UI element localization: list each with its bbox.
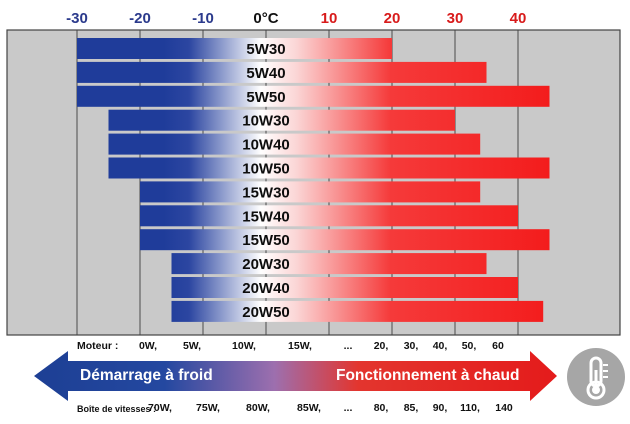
plot-border — [6, 29, 621, 336]
gearbox-viscosity-value: 80W, — [246, 402, 270, 414]
x-tick-label: 40 — [510, 10, 527, 27]
motor-label: Moteur : — [77, 340, 119, 352]
category-label-15w40: 15W40 — [242, 208, 290, 225]
category-label-5w40: 5W40 — [246, 65, 285, 82]
x-tick-label: -30 — [66, 10, 88, 27]
gearbox-viscosity-value: 75W, — [196, 402, 220, 414]
x-tick-label: 30 — [447, 10, 464, 27]
bar-5w40 — [77, 61, 487, 83]
viscosity-temperature-chart: 5W30 5W40 5W50 10W30 10W40 10W50 15W30 15W40 15W… — [6, 10, 621, 336]
bars — [77, 38, 550, 322]
thermometer-icon — [567, 348, 625, 406]
bar-10w50 — [108, 157, 550, 179]
motor-viscosity-value: 20, — [373, 340, 389, 352]
bar-15w40 — [140, 205, 518, 227]
x-tick-label: 20 — [384, 10, 401, 27]
gearbox-viscosity-value: 80, — [373, 402, 389, 414]
x-axis-ticks: -30 -20 -10 0°C 10 20 30 40 — [66, 10, 526, 27]
bar-10w30 — [108, 109, 455, 131]
category-label-15w50: 15W50 — [242, 232, 290, 249]
bar-10w40 — [108, 133, 481, 155]
category-label-10w30: 10W30 — [242, 113, 290, 130]
motor-viscosity-value: ... — [343, 340, 353, 352]
motor-viscosity-value: 10W, — [232, 340, 256, 352]
category-label-20w30: 20W30 — [242, 256, 290, 273]
category-label-5w30: 5W30 — [246, 41, 285, 58]
motor-viscosity-value: 50, — [461, 340, 477, 352]
x-tick-label: -10 — [192, 10, 214, 27]
bar-15w30 — [140, 181, 481, 203]
bar-20w40 — [171, 277, 518, 298]
x-tick-label: -20 — [129, 10, 151, 27]
motor-viscosity-value: 0W, — [138, 340, 158, 352]
category-label-15w30: 15W30 — [242, 184, 290, 201]
motor-viscosity-value: 60 — [492, 340, 504, 352]
gearbox-viscosity-value: ... — [343, 402, 353, 414]
gearbox-viscosity-value: 70W, — [148, 402, 172, 414]
gearbox-viscosity-value: 85, — [403, 402, 419, 414]
motor-viscosity-value: 30, — [403, 340, 419, 352]
bar-20w50 — [171, 300, 544, 322]
arrow-shape — [34, 351, 557, 401]
gearbox-label: Boîte de vitesses : — [77, 404, 157, 414]
gearbox-viscosity-value: 85W, — [297, 402, 321, 414]
legend-zone: Moteur : 0W, 5W, 10W, 15W,... 20, 30, 40, 50, 60… — [0, 336, 630, 424]
gearbox-viscosity-value: 140 — [495, 402, 513, 414]
temperature-arrow — [34, 351, 557, 401]
bar-15w50 — [140, 229, 550, 251]
motor-viscosity-value: 40, — [432, 340, 448, 352]
bar-5w30 — [77, 38, 392, 59]
category-label-10w50: 10W50 — [242, 161, 290, 178]
category-label-5w50: 5W50 — [246, 89, 285, 106]
motor-viscosity-value: 15W, — [288, 340, 312, 352]
bar-20w30 — [171, 253, 487, 275]
bar-5w50 — [77, 85, 550, 107]
motor-viscosity-value: 5W, — [182, 340, 202, 352]
gearbox-viscosity-value: 110, — [460, 402, 480, 414]
gearbox-viscosity-value: 90, — [432, 402, 448, 414]
cold-start-label: Démarrage à froid — [80, 367, 213, 384]
x-tick-label: 10 — [321, 10, 338, 27]
hot-running-label: Fonctionnement à chaud — [336, 367, 520, 384]
category-label-20w40: 20W40 — [242, 280, 290, 297]
category-label-20w50: 20W50 — [242, 304, 290, 321]
category-labels: 5W30 5W40 5W50 10W30 10W40 10W50 15W30 15W40 15W… — [242, 41, 290, 321]
x-tick-label: 0°C — [253, 10, 278, 27]
category-label-10w40: 10W40 — [242, 137, 290, 154]
